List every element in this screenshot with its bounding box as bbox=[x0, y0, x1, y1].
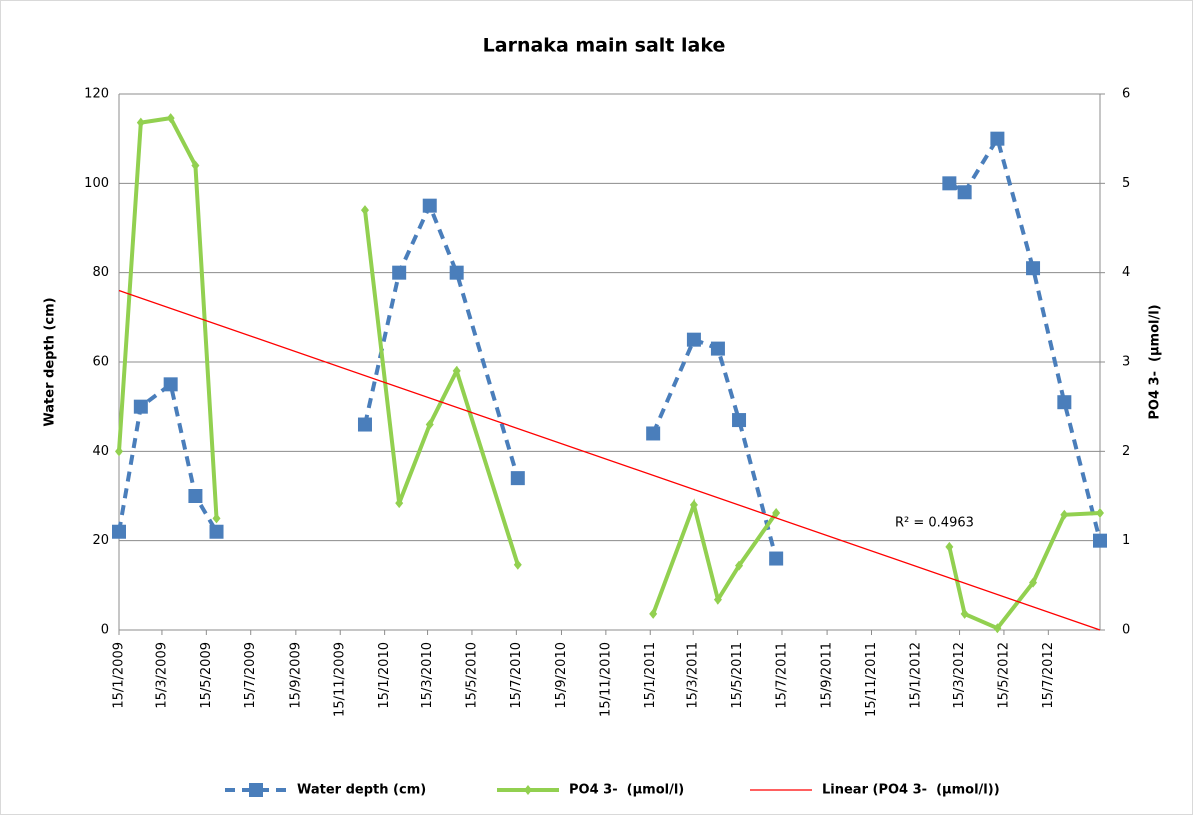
x-tick-label: 15/1/2010 bbox=[377, 642, 392, 709]
data-marker bbox=[249, 783, 263, 797]
chart-title: Larnaka main salt lake bbox=[483, 35, 726, 57]
data-marker bbox=[710, 341, 725, 356]
data-marker bbox=[1096, 507, 1104, 518]
data-marker bbox=[1060, 509, 1069, 520]
y2-tick-label: 3 bbox=[1122, 355, 1130, 370]
y-tick-label: 20 bbox=[92, 533, 109, 548]
x-tick-label: 15/1/2012 bbox=[908, 642, 923, 709]
y-tick-label: 80 bbox=[92, 265, 109, 280]
x-tick-label: 15/9/2009 bbox=[288, 642, 303, 709]
x-tick-label: 15/11/2009 bbox=[333, 642, 348, 717]
y-tick-label: 40 bbox=[92, 444, 109, 459]
data-marker bbox=[689, 499, 698, 510]
y-tick-label: 100 bbox=[84, 176, 109, 191]
x-tick-label: 15/5/2012 bbox=[996, 642, 1011, 709]
data-marker bbox=[735, 560, 744, 571]
x-tick-label: 15/5/2010 bbox=[464, 642, 479, 709]
data-marker bbox=[1026, 261, 1041, 276]
y-tick-label: 120 bbox=[84, 87, 109, 102]
y-tick-label: 0 bbox=[101, 623, 109, 638]
data-marker bbox=[772, 507, 781, 518]
data-marker bbox=[392, 265, 407, 280]
y-tick-label: 60 bbox=[92, 355, 109, 370]
x-tick-label: 15/3/2011 bbox=[686, 642, 701, 709]
y2-tick-label: 2 bbox=[1122, 444, 1130, 459]
x-tick-label: 15/7/2010 bbox=[509, 642, 524, 709]
data-marker bbox=[188, 489, 203, 503]
y2-tick-label: 0 bbox=[1122, 623, 1130, 638]
data-marker bbox=[191, 160, 200, 171]
data-marker bbox=[452, 365, 461, 376]
y2-tick-label: 5 bbox=[1122, 176, 1130, 191]
data-marker bbox=[425, 419, 434, 430]
data-marker bbox=[960, 608, 969, 619]
data-marker bbox=[136, 117, 145, 128]
x-tick-label: 15/7/2012 bbox=[1041, 642, 1056, 709]
data-marker bbox=[133, 399, 148, 414]
x-tick-label: 15/1/2009 bbox=[112, 642, 127, 709]
data-marker bbox=[115, 446, 123, 457]
data-marker bbox=[395, 498, 404, 509]
legend-label: PO4 3- (µmol/l) bbox=[569, 783, 684, 798]
x-tick-label: 15/5/2009 bbox=[199, 642, 214, 709]
data-marker bbox=[769, 551, 784, 566]
data-marker bbox=[713, 594, 722, 605]
data-marker bbox=[513, 559, 522, 570]
legend-label: Water depth (cm) bbox=[297, 783, 426, 798]
data-marker bbox=[732, 413, 747, 428]
y2-axis-label: PO4 3- (µmol/l) bbox=[1148, 304, 1163, 419]
x-tick-label: 15/5/2011 bbox=[730, 642, 745, 709]
y2-tick-label: 4 bbox=[1122, 265, 1130, 280]
x-tick-label: 15/1/2011 bbox=[643, 642, 658, 709]
annotation: R² = 0.4963 bbox=[895, 516, 974, 531]
data-marker bbox=[524, 785, 532, 795]
data-marker bbox=[209, 524, 224, 539]
trendline bbox=[118, 289, 1101, 631]
data-marker bbox=[945, 541, 954, 552]
data-marker bbox=[360, 205, 369, 216]
data-marker bbox=[646, 426, 661, 441]
x-tick-label: 15/3/2012 bbox=[952, 642, 967, 709]
y2-tick-label: 1 bbox=[1122, 533, 1130, 548]
data-marker bbox=[112, 524, 126, 539]
data-marker bbox=[510, 471, 525, 486]
data-marker bbox=[990, 131, 1005, 146]
data-marker bbox=[357, 417, 372, 432]
x-tick-label: 15/3/2010 bbox=[420, 642, 435, 709]
legend-label: Linear (PO4 3- (µmol/l)) bbox=[822, 783, 1000, 798]
data-marker bbox=[1093, 533, 1107, 548]
data-marker bbox=[942, 176, 957, 191]
x-tick-label: 15/3/2009 bbox=[154, 642, 169, 709]
data-marker bbox=[957, 185, 972, 200]
data-marker bbox=[422, 198, 437, 213]
y2-tick-label: 6 bbox=[1122, 87, 1130, 102]
data-marker bbox=[993, 623, 1002, 634]
data-marker bbox=[1029, 577, 1038, 588]
data-marker bbox=[212, 513, 221, 524]
data-marker bbox=[1057, 395, 1072, 410]
y-axis-label: Water depth (cm) bbox=[43, 297, 58, 426]
data-marker bbox=[449, 265, 464, 280]
x-tick-label: 15/9/2011 bbox=[820, 642, 835, 709]
x-tick-label: 15/9/2010 bbox=[554, 642, 569, 709]
x-tick-label: 15/11/2010 bbox=[598, 642, 613, 717]
data-marker bbox=[686, 332, 701, 347]
x-tick-label: 15/11/2011 bbox=[864, 642, 879, 717]
x-tick-label: 15/7/2009 bbox=[243, 642, 258, 709]
data-marker bbox=[649, 608, 658, 619]
x-tick-label: 15/7/2011 bbox=[774, 642, 789, 709]
data-marker bbox=[166, 113, 175, 124]
data-marker bbox=[163, 377, 178, 392]
